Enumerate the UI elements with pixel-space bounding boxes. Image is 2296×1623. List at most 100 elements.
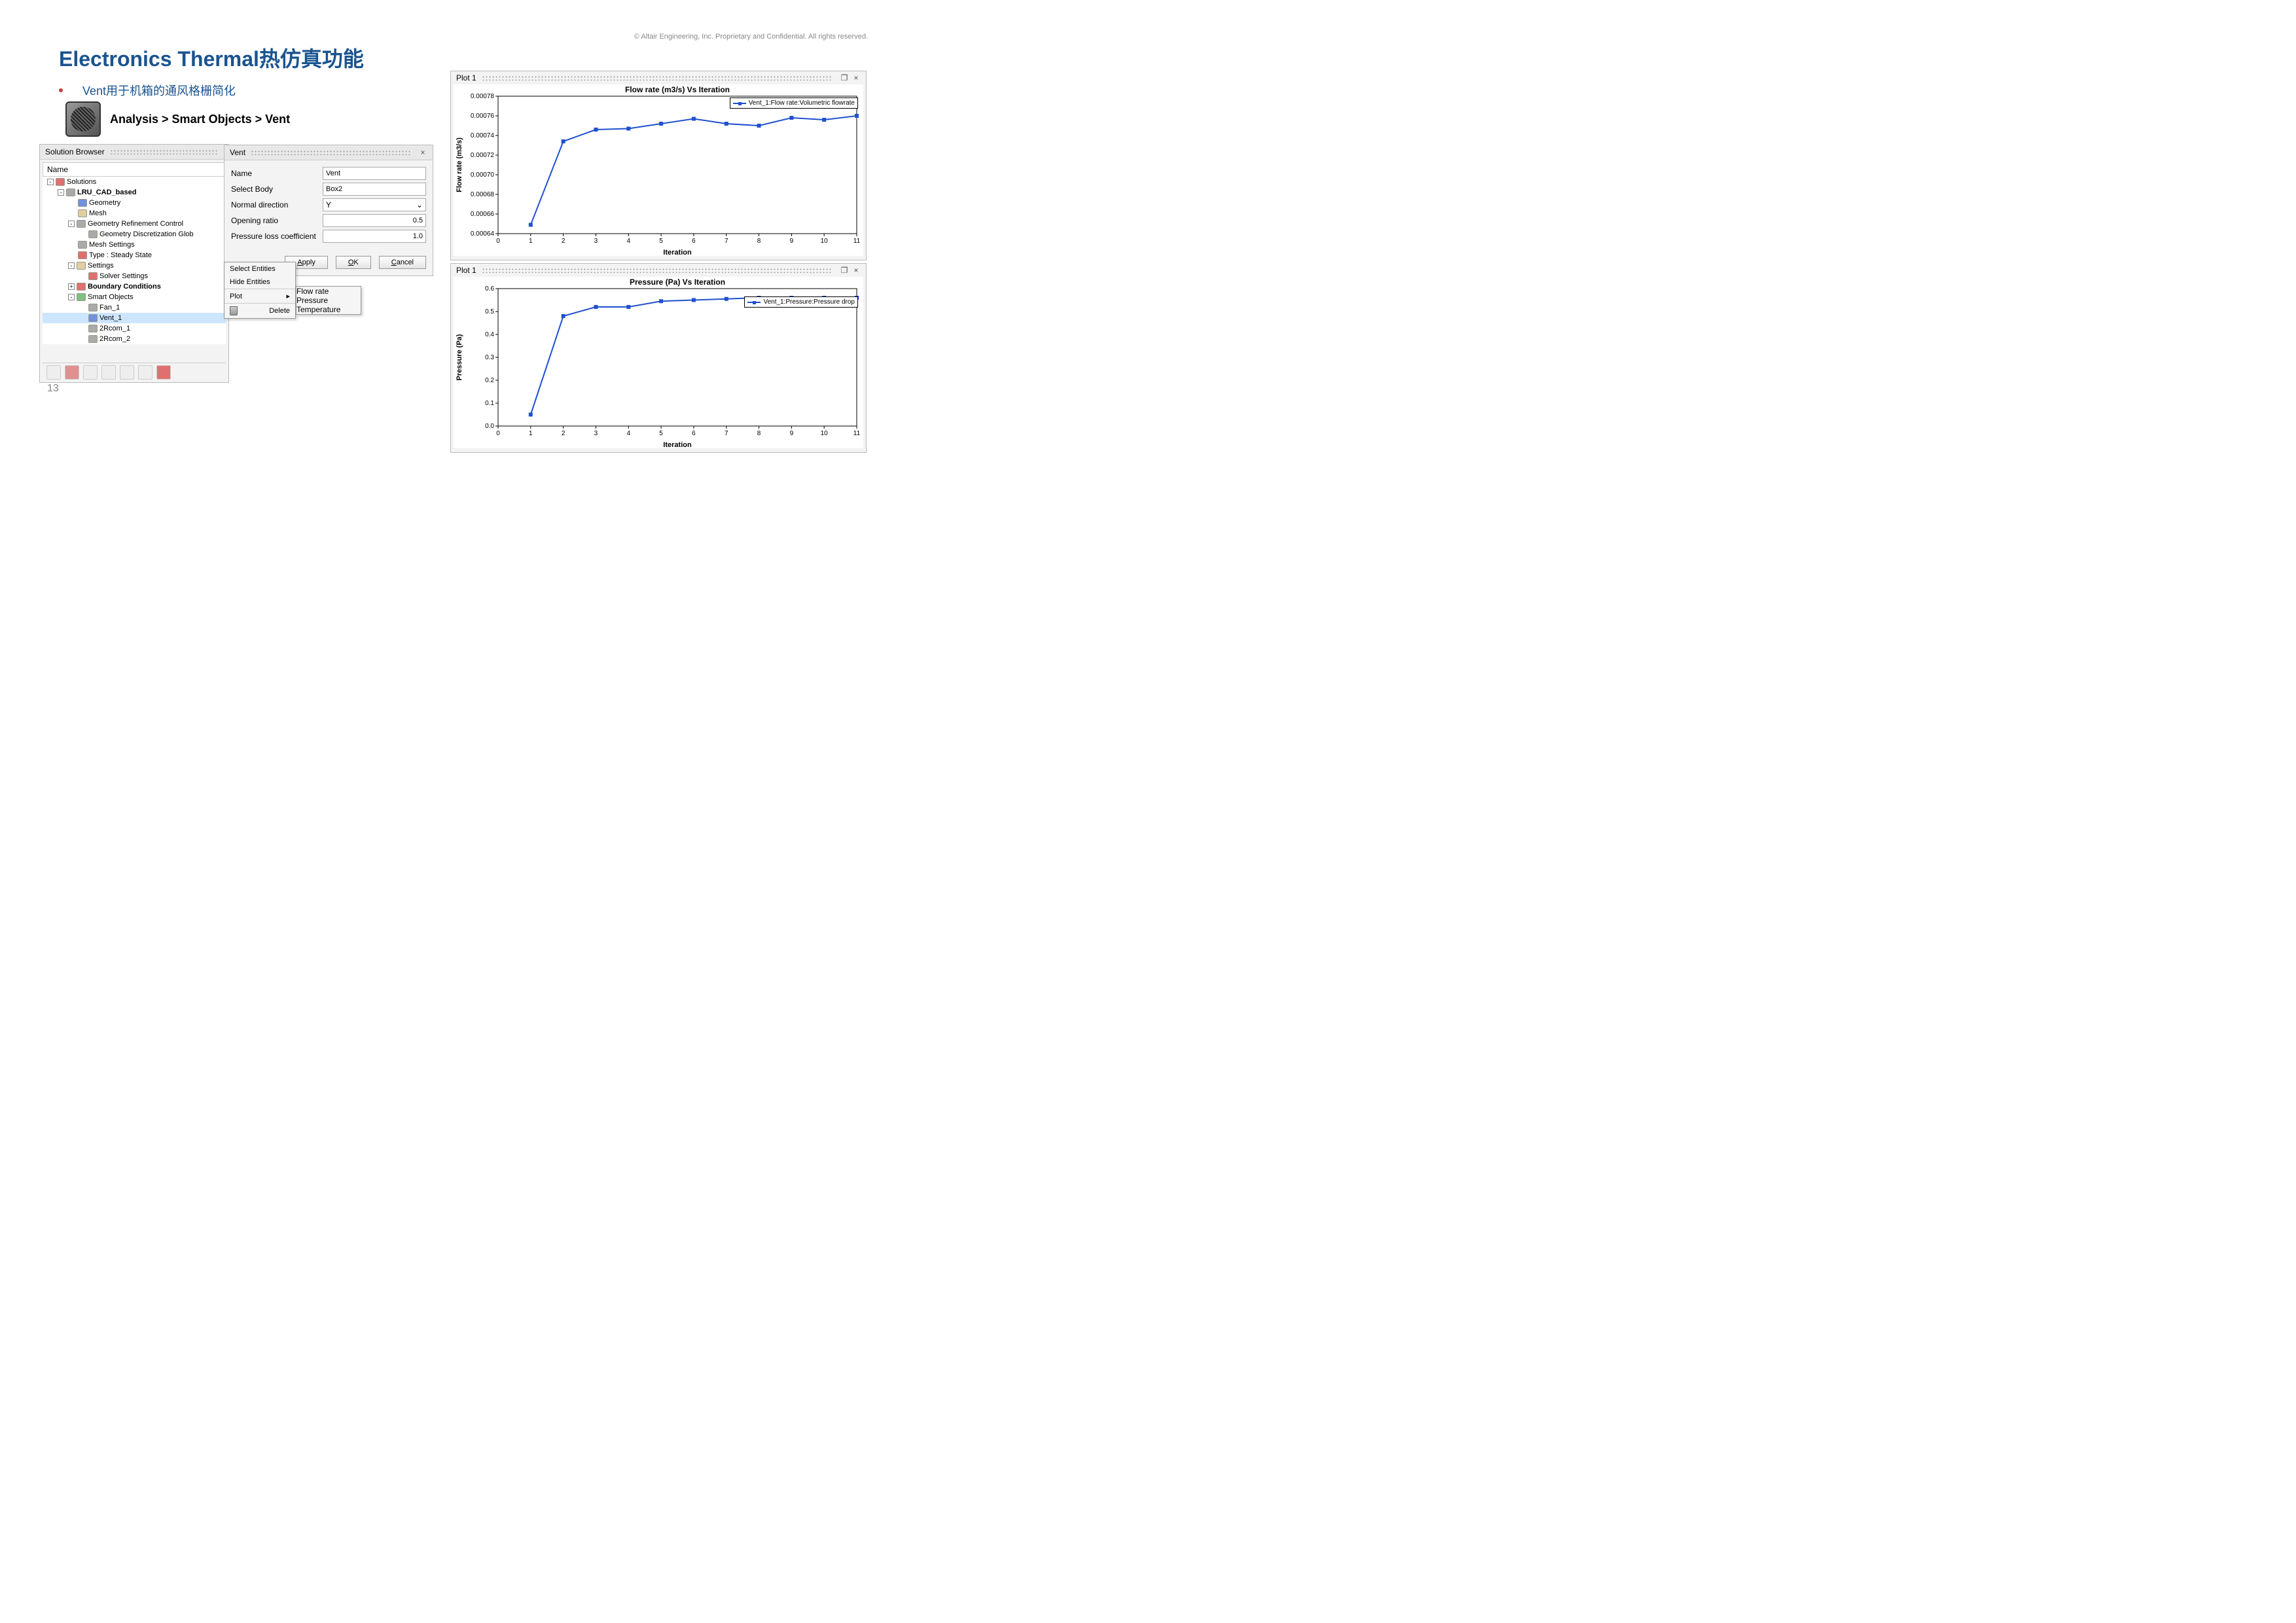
drag-dots-icon[interactable] [482,268,832,273]
svg-text:7: 7 [725,430,728,437]
tree-label: Boundary Conditions [88,283,161,291]
toolbar-button[interactable] [46,365,61,380]
tree-row[interactable]: - LRU_CAD_based [43,187,226,198]
expand-icon[interactable]: - [58,189,64,196]
name-input[interactable] [323,167,426,180]
toolbar-button[interactable] [120,365,134,380]
field-label: Normal direction [231,200,323,209]
tree-label: Geometry Discretization Glob [99,230,194,238]
tree-row[interactable]: Vent_1 [43,313,226,323]
menu-item-plot[interactable]: Plot▸ [224,289,295,304]
select-body-input[interactable] [323,183,426,196]
tree-label: Smart Objects [88,293,134,301]
menu-item-hide-entities[interactable]: Hide Entities [224,276,295,289]
vent-dialog: Vent × Name Select Body Normal direction… [224,145,433,276]
toolbar-button[interactable] [156,365,171,380]
tree-row[interactable]: -Solutions [43,177,226,187]
tree-node-icon [88,335,98,343]
maximize-icon[interactable]: ❐ [840,73,849,82]
tree-row[interactable]: 2Rcom_2 [43,334,226,344]
svg-text:7: 7 [725,238,728,245]
svg-text:5: 5 [659,238,663,245]
svg-text:5: 5 [659,430,663,437]
tree-node-icon [88,304,98,312]
toolbar-button[interactable] [83,365,98,380]
legend: Vent_1:Pressure:Pressure drop [744,296,858,308]
tree-node-icon [77,283,86,291]
tree-node-icon [77,220,86,228]
drag-dots-icon[interactable] [482,75,832,80]
svg-text:0.00072: 0.00072 [471,152,495,159]
tree-row[interactable]: Mesh Settings [43,240,226,250]
tree-node-icon [77,262,86,270]
submenu-item-temperature[interactable]: Temperature [296,305,361,314]
maximize-icon[interactable]: ❐ [840,266,849,275]
tree-label: LRU_CAD_based [77,188,136,196]
expand-icon[interactable]: - [68,294,75,300]
drag-dots-icon[interactable] [251,150,410,155]
submenu-item-pressure[interactable]: Pressure [296,296,361,305]
tree-label: Fan_1 [99,304,120,312]
ok-button[interactable]: OK [336,256,371,269]
tree-row[interactable]: Solver Settings [43,271,226,281]
cancel-button[interactable]: Cancel [379,256,426,269]
toolbar-button[interactable] [65,365,79,380]
svg-text:8: 8 [757,238,761,245]
normal-direction-select[interactable]: Y⌄ [323,198,426,211]
tree-row[interactable]: Type : Steady State [43,250,226,260]
tree-row[interactable]: Mesh [43,208,226,219]
select-value: Y [326,200,331,209]
pressure-loss-input[interactable] [323,230,426,243]
svg-text:Pressure (Pa) Vs Iteration: Pressure (Pa) Vs Iteration [630,277,725,287]
svg-text:0.2: 0.2 [485,377,494,384]
tree-row[interactable]: Fan_1 [43,302,226,313]
svg-text:0.00074: 0.00074 [471,132,495,139]
expand-icon[interactable]: + [68,283,75,290]
breadcrumb-row: Analysis > Smart Objects > Vent [65,101,290,137]
close-icon[interactable]: × [852,266,861,275]
page-title: Electronics Thermal热仿真功能 [59,43,364,73]
svg-text:3: 3 [594,238,598,245]
tree-row[interactable]: Geometry Discretization Glob [43,229,226,240]
tree-label: Geometry [89,199,120,207]
browser-toolbar [43,363,226,381]
menu-item-select-entities[interactable]: Select Entities [224,262,295,276]
svg-text:2: 2 [562,430,565,437]
submenu-item-flowrate[interactable]: Flow rate [296,287,361,296]
pressure-chart: Pressure (Pa) Vs IterationIterationPress… [454,277,863,448]
tree-node-icon [78,241,87,249]
chevron-right-icon: ▸ [286,292,290,300]
field-label: Name [231,169,323,178]
svg-text:0.4: 0.4 [485,331,494,338]
trash-icon [230,306,238,315]
drag-dots-icon[interactable] [110,149,218,154]
svg-text:Pressure (Pa): Pressure (Pa) [456,334,463,380]
tree-row[interactable]: -Geometry Refinement Control [43,219,226,229]
expand-icon[interactable]: - [68,221,75,227]
expand-icon[interactable]: - [47,179,54,185]
tree-label: Mesh [89,209,107,217]
opening-ratio-input[interactable] [323,214,426,227]
toolbar-button[interactable] [138,365,152,380]
solution-tree[interactable]: -Solutions-LRU_CAD_basedGeometryMesh-Geo… [43,177,226,344]
close-icon[interactable]: × [852,73,861,82]
expand-icon[interactable]: - [68,262,75,269]
tree-row[interactable]: - Smart Objects [43,292,226,302]
toolbar-button[interactable] [101,365,116,380]
tree-node-icon [78,251,87,259]
solution-browser-panel: Solution Browser Name -Solutions-LRU_CAD… [39,144,229,383]
legend-marker-icon [733,103,746,104]
vent-dialog-label: Vent [230,148,245,157]
tree-row[interactable]: + Boundary Conditions [43,281,226,292]
plot-submenu: Flow rate Pressure Temperature [296,286,361,315]
tree-row[interactable]: -Settings [43,260,226,271]
bullet-icon [59,88,63,92]
menu-item-delete[interactable]: Delete [224,304,295,318]
tree-row[interactable]: Geometry [43,198,226,208]
svg-text:11: 11 [853,238,861,245]
tree-node-icon [77,293,86,301]
svg-text:0: 0 [496,238,500,245]
tree-row[interactable]: 2Rcom_1 [43,323,226,334]
close-icon[interactable]: × [418,148,427,157]
svg-text:0.00070: 0.00070 [471,171,495,179]
